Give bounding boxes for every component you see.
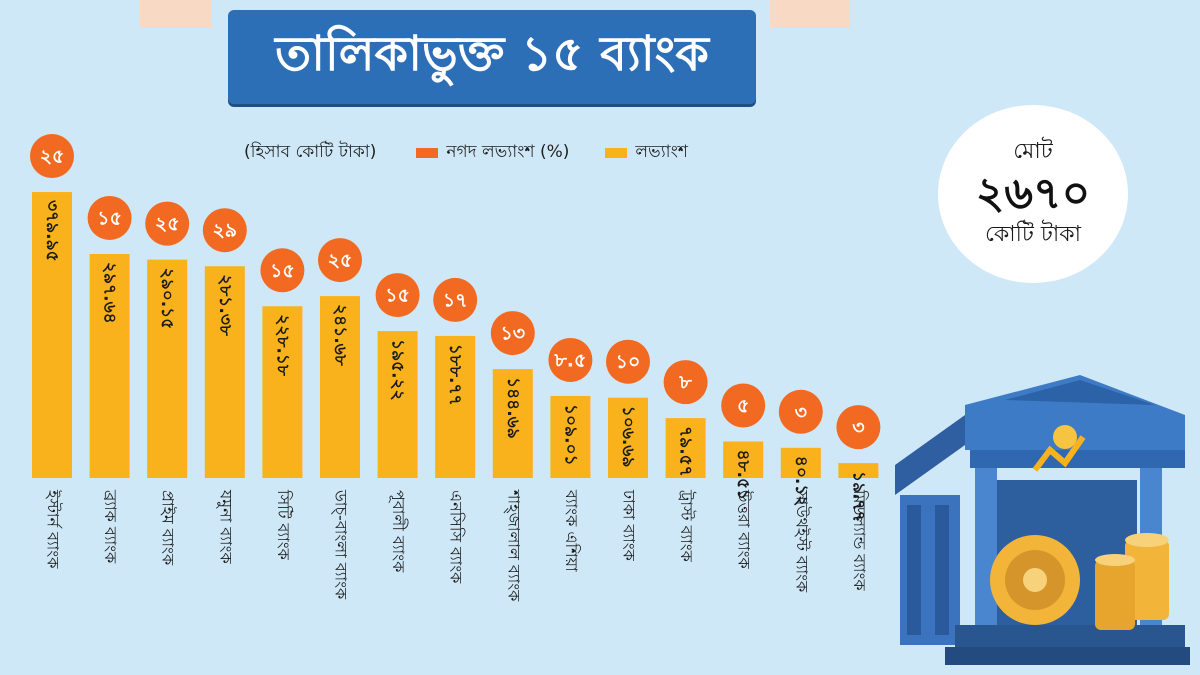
category-label: সাউথইস্ট ব্যাংক [792,489,811,593]
category-label: মিডল্যান্ড ব্যাংক [850,489,869,591]
title-banner: তালিকাভুক্ত ১৫ ব্যাংক [228,10,756,104]
bar-value-label: ৪৮.৫১ [733,449,753,500]
bar [320,296,360,478]
cash-dividend-label: ২৯ [212,220,237,242]
page-title: তালিকাভুক্ত ১৫ ব্যাংক [275,25,709,82]
cash-dividend-badge [145,201,190,246]
category-label: ব্যাংক এশিয়া [562,489,581,572]
category-label: শাহ্জালাল ব্যাংক [503,489,523,602]
cash-dividend-legend-label: নগদ লভ্যাংশ (%) [446,142,570,162]
decor-band-right [770,0,850,28]
category-label: প্রাইম ব্যাংক [159,490,178,566]
cash-dividend-label: ৩ [795,401,807,423]
cash-dividend-swatch [416,148,439,158]
cash-dividend-label: ১৭ [443,289,468,311]
bar [377,331,418,478]
cash-dividend-badge [548,337,593,382]
cash-dividend-label: ১০ [616,351,641,373]
bar [838,463,879,478]
cash-dividend-badge [836,405,881,450]
legend: (হিসাব কোটি টাকা) নগদ লভ্যাংশ (%) লভ্যাং… [244,140,688,166]
category-label: ডাচ্-বাংলা ব্যাংক [331,489,351,600]
category-label: ঢাকা ব্যাংক [620,489,639,562]
cash-dividend-badge [87,195,132,240]
bar-value-label: ১০৯.০১ [560,404,580,466]
cash-dividend-label: ২৫ [40,146,65,168]
cash-dividend-label: ৩ [852,417,864,439]
cash-dividend-badge [433,277,478,322]
total-label-bottom: কোটি টাকা [984,222,1082,248]
bar-value-label: ৩৭৯.৯৫ [42,200,62,262]
bar [492,369,533,478]
bar [262,306,303,478]
bar-value-label: ২৯০.১৫ [157,268,177,330]
profit-swatch [605,148,628,158]
bar-value-label: ২২৮.১৮ [272,314,292,377]
category-label: ট্রাস্ট ব্যাংক [677,489,696,563]
bar-value-label: ২৮১.৩৮ [215,274,235,337]
bar [665,418,706,478]
bar-value-label: ২৪১.৬৮ [330,304,350,367]
cash-dividend-label: ১৩ [500,323,525,345]
bar [32,192,72,478]
cash-dividend-label: ২৫ [155,213,180,235]
bar-value-label: ১৯.৭৭ [848,471,868,522]
cash-dividend-label: ৮.৫ [553,349,586,371]
category-label: পূবালী ব্যাংক [389,490,409,573]
cash-dividend-label: ৫ [737,395,749,417]
cash-dividend-badge [606,339,650,384]
category-label: ইস্টার্ন ব্যাংক [44,489,63,569]
bar [780,447,821,478]
bar-value-label: ১৪৪.৬৯ [503,377,523,439]
category-label: যমুনা ব্যাংক [216,489,235,564]
unit-note: (হিসাব কোটি টাকা) [244,142,377,162]
bank-building-illustration [895,375,1190,665]
category-label: এনসিসি ব্যাংক [447,490,466,584]
cash-dividend-label: ২৫ [328,250,353,272]
cash-dividend-label: ১৫ [270,260,295,282]
category-label: ব্র্যাক ব্যাংক [101,489,120,564]
bar-value-label: ৭৯.৫৭ [676,426,696,477]
cash-dividend-badge [490,311,535,356]
cash-dividend-label: ১৫ [97,207,122,229]
total-value: ২৬৭০ [975,167,1091,219]
bar-value-label: ২৯৭.৬৪ [100,262,120,324]
cash-dividend-label: ১৫ [385,285,410,307]
category-label: উত্তরা ব্যাংক [735,489,754,570]
bar-value-label: ১৮৮.৭৭ [445,344,465,406]
cash-dividend-label: ৮ [678,372,692,394]
total-circle: মোট ২৬৭০ কোটি টাকা [938,105,1128,283]
bar [147,259,188,478]
bar [723,441,764,478]
bar-value-label: ১০৬.৬৯ [618,406,638,468]
category-label: সিটি ব্যাংক [274,489,293,561]
bar [435,335,476,478]
cash-dividend-badge [318,238,362,283]
cash-dividend-badge [721,383,766,428]
bar [608,397,648,478]
bar [204,266,245,478]
cash-dividend-badge [778,389,823,434]
cash-dividend-badge [375,273,420,318]
bar [550,395,591,478]
cash-dividend-badge [30,134,74,179]
cash-dividend-badge [202,208,247,253]
bar-value-label: ১৯৫.২২ [388,339,408,401]
total-label-top: মোট [1013,138,1053,164]
decor-band-left [140,0,212,28]
cash-dividend-badge [663,360,708,405]
bar-value-label: ৪০.১২ [791,456,811,507]
bar [89,253,130,478]
profit-legend-label: লভ্যাংশ [635,142,688,162]
cash-dividend-badge [260,248,305,293]
